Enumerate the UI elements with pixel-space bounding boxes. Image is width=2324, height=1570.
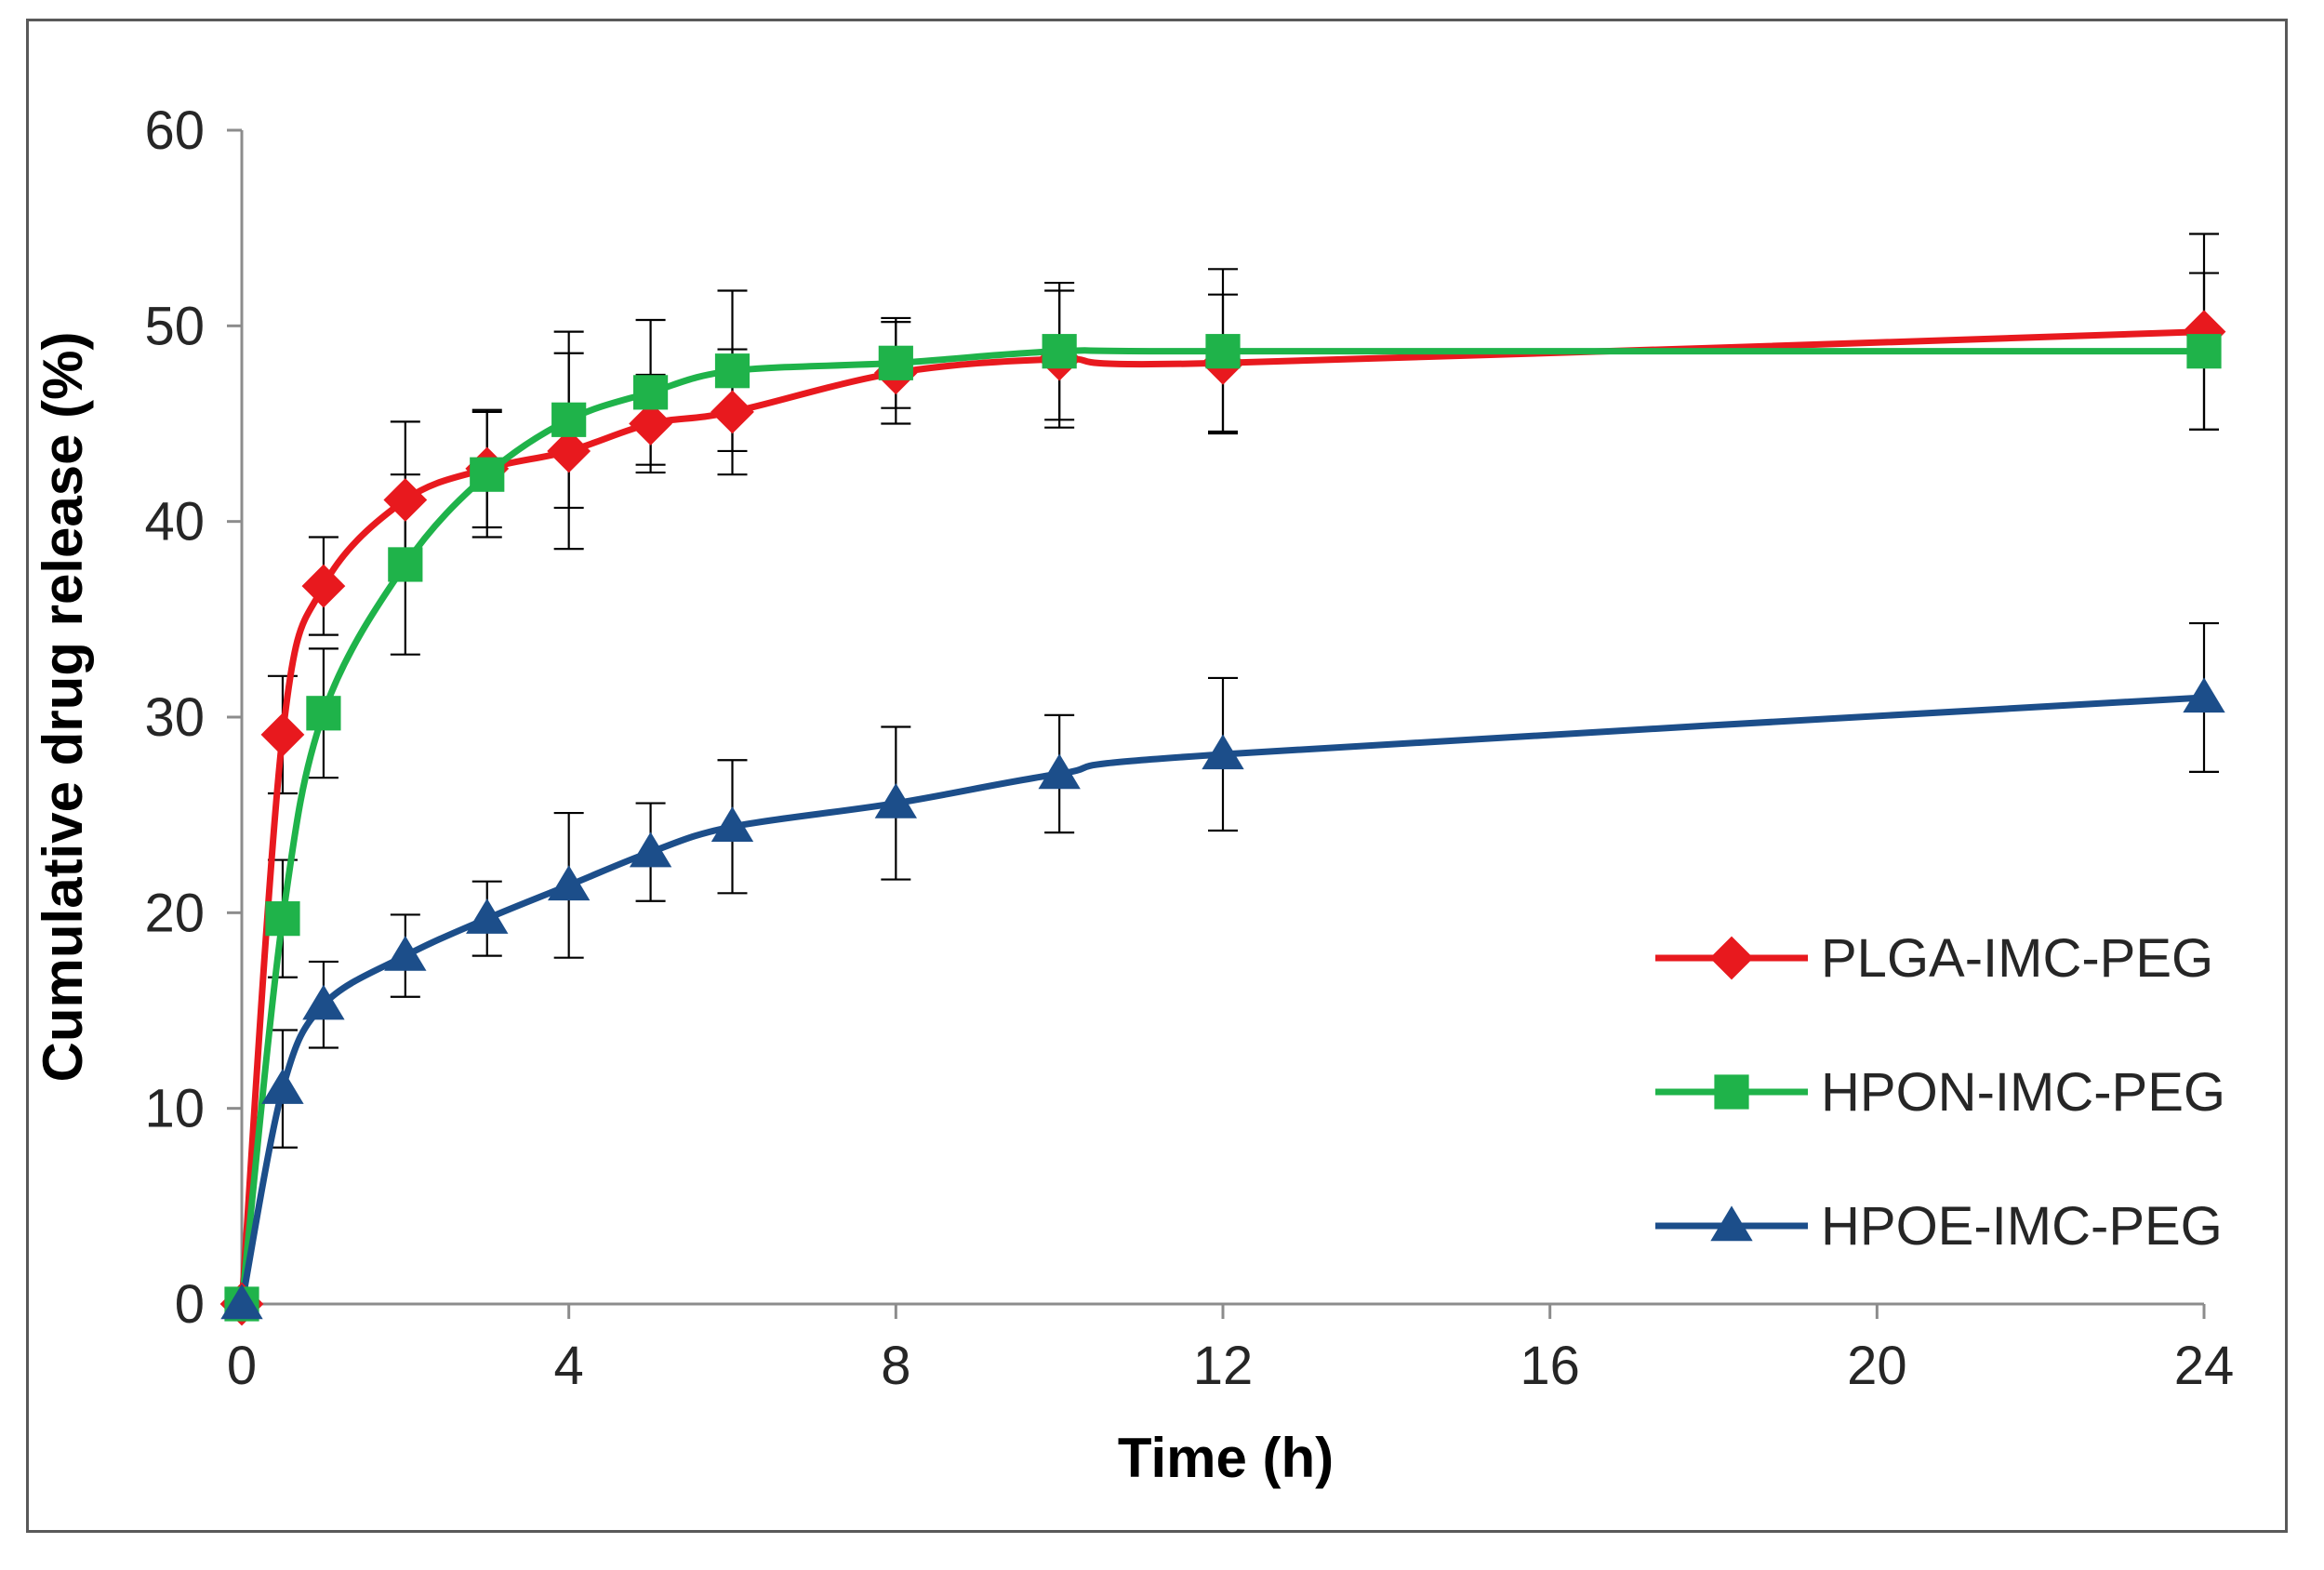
data-point xyxy=(470,457,505,492)
data-point xyxy=(1202,734,1244,770)
data-point xyxy=(388,547,423,582)
y-tick-label: 60 xyxy=(144,100,205,161)
legend-item: HPOE-IMC-PEG xyxy=(1655,1196,2223,1257)
data-point xyxy=(874,782,918,818)
data-point xyxy=(265,901,300,937)
data-point xyxy=(2186,334,2222,369)
data-point xyxy=(261,1069,304,1104)
data-point xyxy=(629,832,672,868)
data-point xyxy=(547,865,591,901)
data-point xyxy=(632,375,669,410)
y-tick-label: 20 xyxy=(144,883,205,943)
data-point xyxy=(466,898,509,934)
y-tick-label: 10 xyxy=(144,1079,205,1139)
x-tick-label: 24 xyxy=(2174,1336,2235,1396)
data-point xyxy=(551,402,587,437)
x-tick-label: 16 xyxy=(1520,1336,1580,1396)
legend-item: PLGA-IMC-PEG xyxy=(1655,928,2213,989)
chart-frame xyxy=(26,19,2288,1533)
data-point xyxy=(629,402,672,446)
legend-marker xyxy=(1714,1074,1749,1110)
data-point xyxy=(878,345,913,380)
data-point xyxy=(547,429,591,473)
legend-marker xyxy=(1709,936,1754,980)
x-tick-label: 8 xyxy=(881,1336,910,1396)
data-point xyxy=(710,390,754,434)
x-tick-label: 12 xyxy=(1193,1336,1254,1396)
series-layer xyxy=(219,233,2226,1326)
x-axis-title: Time (h) xyxy=(1118,1427,1334,1489)
y-tick-label: 50 xyxy=(144,296,205,356)
legend-item: HPON-IMC-PEG xyxy=(1655,1062,2225,1123)
legend-marker xyxy=(1710,1205,1753,1242)
data-point xyxy=(714,353,750,389)
data-point xyxy=(260,712,305,757)
legend: PLGA-IMC-PEG HPON-IMC-PEG HPOE-IMC-PEG xyxy=(1655,928,2225,1257)
data-point xyxy=(383,478,428,522)
data-point xyxy=(220,1284,263,1320)
axes: 0 10 20 30 40 50 60 0 4 8 12 16 20 24 xyxy=(144,100,2234,1396)
data-point xyxy=(1038,753,1081,790)
data-point xyxy=(384,936,427,971)
data-point xyxy=(1042,334,1077,369)
data-point xyxy=(2183,677,2225,713)
series-line-0 xyxy=(238,328,2205,1305)
y-tick-label: 40 xyxy=(144,492,205,552)
data-point xyxy=(1205,334,1241,369)
x-tick-label: 0 xyxy=(227,1336,257,1396)
y-tick-label: 0 xyxy=(175,1274,205,1335)
legend-label: PLGA-IMC-PEG xyxy=(1821,928,2213,989)
data-point xyxy=(306,696,341,731)
y-axis-title: Cumulative drug release (%) xyxy=(32,332,94,1083)
y-tick-label: 30 xyxy=(144,687,205,748)
legend-label: HPON-IMC-PEG xyxy=(1821,1062,2225,1123)
series-markers xyxy=(219,310,2226,1326)
error-bars xyxy=(267,233,2219,1149)
data-point xyxy=(710,806,754,842)
x-tick-label: 4 xyxy=(554,1336,584,1396)
data-point xyxy=(301,564,346,608)
legend-label: HPOE-IMC-PEG xyxy=(1821,1196,2223,1257)
x-tick-label: 20 xyxy=(1847,1336,1907,1396)
data-point xyxy=(302,984,345,1020)
